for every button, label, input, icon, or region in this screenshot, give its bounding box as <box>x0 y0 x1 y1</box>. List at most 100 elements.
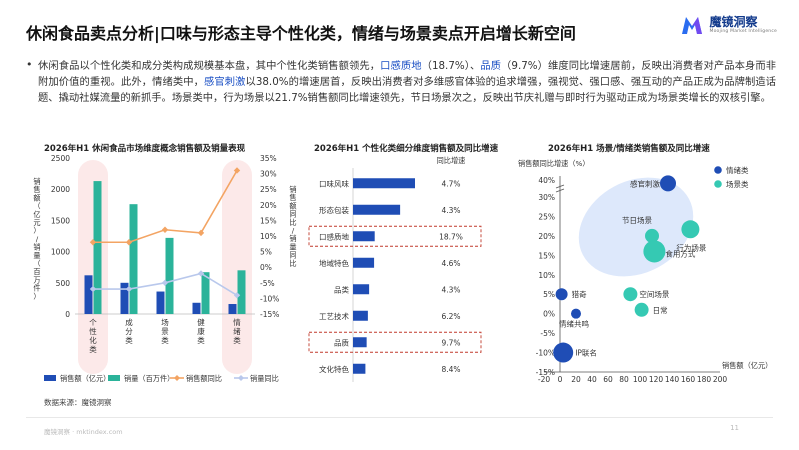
y-left-tick-label: 1500 <box>51 216 70 225</box>
point-label: 空间场景 <box>639 289 669 299</box>
growth-column-header: 同比增速 <box>437 156 466 165</box>
x-tick-label: 20 <box>571 375 581 384</box>
x-tick-label: 140 <box>665 375 680 384</box>
point-label: 猎奇 <box>572 289 587 299</box>
growth-value: 9.7% <box>441 338 460 347</box>
y-right-tick-label: 5% <box>260 248 272 257</box>
y-right-tick-label: 35% <box>260 154 277 163</box>
growth-value: 4.7% <box>441 179 460 188</box>
x-tick-label: 60 <box>603 375 613 384</box>
sales-bar <box>156 291 165 314</box>
highlight-quality: 品质 <box>480 60 502 72</box>
x-tick-label: 120 <box>649 375 664 384</box>
y-tick-label: -15% <box>536 368 555 377</box>
sales-bar <box>228 304 237 314</box>
summary-block: • 休闲食品以个性化类和成分类构成规模基本盘，其中个性化类销售额领先，口感质地（… <box>26 58 776 106</box>
highlight-box <box>308 331 482 353</box>
x-tick-label: -20 <box>538 375 550 384</box>
point-label: 日常 <box>653 306 668 315</box>
category-label: 健康类 <box>197 317 205 345</box>
sales-growth-point <box>89 239 97 246</box>
sales-growth-point <box>197 229 205 237</box>
summary-text-3: （9.7%）维度同比增速居前，反映出消费者对产品本身而非附加价值的重视。此外，情… <box>38 60 777 88</box>
summary-text-1: 休闲食品以个性化类和成分类构成规模基本盘，其中个性化类销售额领先， <box>38 60 381 72</box>
sales-bar <box>353 310 368 321</box>
chart1-title: 2026年H1 休闲食品市场维度概念销售额及销量表现 <box>44 144 246 154</box>
legend-marker <box>238 375 244 381</box>
y-tick-label: 40% <box>538 176 555 185</box>
growth-value: 18.7% <box>439 232 463 241</box>
category-label: 文化特色 <box>319 364 349 374</box>
y-tick-label: 20% <box>538 232 555 241</box>
sales-bar <box>353 363 366 374</box>
category-label: 地域特色 <box>319 258 349 268</box>
volume-bar <box>201 272 210 314</box>
page-title: 休闲食品卖点分析|口味与形态主导个性化类，情绪与场景卖点开启增长新空间 <box>26 24 576 43</box>
scatter-point <box>645 228 659 243</box>
volume-growth-point <box>197 270 205 277</box>
summary-text-2: （18.7%）、 <box>421 60 481 72</box>
growth-value: 8.4% <box>441 365 460 374</box>
category-label: 形态包装 <box>319 205 349 215</box>
x-tick-label: 40 <box>587 375 597 384</box>
y-left-tick-label: 0 <box>65 310 70 319</box>
growth-value: 4.6% <box>441 259 460 268</box>
volume-bar <box>165 237 174 314</box>
x-tick-label: 200 <box>713 375 728 384</box>
legend-marker <box>174 375 180 381</box>
point-label: 食用方式 <box>665 248 695 258</box>
category-label: 品质 <box>334 337 349 347</box>
y-tick-label: 15% <box>538 251 555 260</box>
highlight-texture: 口感质地 <box>380 60 422 72</box>
y-left-axis-title: 销售额（亿元）/销量（百万件） <box>33 177 40 301</box>
category-label: 口味风味 <box>319 178 349 188</box>
growth-value: 6.2% <box>441 312 460 321</box>
legend-marker <box>714 166 722 174</box>
legend-label: 销售额同比 <box>186 374 222 383</box>
sales-bar <box>353 337 367 348</box>
legend-label: 销量同比 <box>250 374 279 383</box>
x-tick-label: 80 <box>619 375 629 384</box>
sales-growth-point <box>161 226 169 233</box>
point-label: 情绪共鸣 <box>559 319 589 329</box>
legend-swatch <box>108 375 120 381</box>
sales-bar <box>353 231 375 242</box>
y-left-tick-label: 1000 <box>51 248 70 257</box>
data-source: 数据来源：魔镜洞察 <box>44 398 112 407</box>
legend-marker <box>714 180 722 188</box>
chart3-title: 2026年H1 场景/情绪类销售额及同比增速 <box>548 144 710 154</box>
scatter-point <box>660 175 676 192</box>
highlight-box <box>308 225 482 247</box>
legend-label: 情绪类 <box>726 165 749 175</box>
highlight-band <box>222 160 252 374</box>
point-label: 节日场景 <box>622 216 652 225</box>
y-axis-title: 销售额同比增速（%） <box>518 159 590 168</box>
category-label: 口感质地 <box>319 231 349 241</box>
y-right-tick-label: -5% <box>260 279 275 288</box>
y-tick-label: 10% <box>538 271 555 280</box>
category-label: 场景类 <box>161 318 169 345</box>
y-right-tick-label: 15% <box>260 216 277 225</box>
y-right-tick-label: 10% <box>260 232 277 241</box>
y-tick-label: 5% <box>543 290 555 299</box>
growth-value: 4.3% <box>441 206 460 215</box>
x-tick-label: 0 <box>558 375 563 384</box>
logo-subtitle: Moojing Market Intelligence <box>709 28 777 34</box>
sales-bar <box>353 284 370 295</box>
x-axis-title: 销售额（亿元） <box>722 361 772 370</box>
legend-label: 销量（百万件） <box>124 374 174 383</box>
y-tick-label: 25% <box>538 212 555 221</box>
y-right-tick-label: -10% <box>260 294 279 303</box>
summary-paragraph: 休闲食品以个性化类和成分类构成规模基本盘，其中个性化类销售额领先，口感质地（18… <box>38 58 776 106</box>
y-right-tick-label: 25% <box>260 185 277 194</box>
point-label: 感官刺激 <box>630 178 660 188</box>
y-left-tick-label: 2500 <box>51 154 70 163</box>
volume-growth-point <box>161 279 169 286</box>
y-right-tick-label: -15% <box>260 310 279 319</box>
y-left-tick-label: 500 <box>56 279 71 288</box>
y-tick-label: -5% <box>540 329 555 338</box>
dimension-sales-chart: 0 500 1000 1500 2000 2500 -15% -10% -5% 0% 5% 10% 15… <box>33 154 296 383</box>
sales-bar <box>120 282 129 314</box>
sales-growth-point <box>233 167 241 174</box>
